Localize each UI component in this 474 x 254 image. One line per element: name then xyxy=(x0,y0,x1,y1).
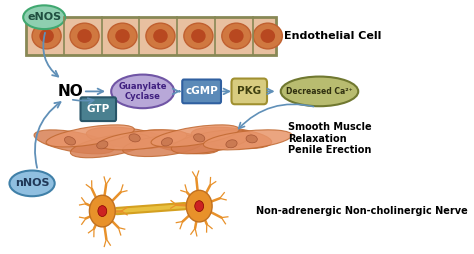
Text: PKG: PKG xyxy=(237,86,261,97)
Ellipse shape xyxy=(229,29,244,43)
Text: GTP: GTP xyxy=(87,104,110,114)
Ellipse shape xyxy=(97,141,108,149)
Ellipse shape xyxy=(70,23,99,49)
Ellipse shape xyxy=(171,130,251,154)
Ellipse shape xyxy=(34,130,114,154)
Ellipse shape xyxy=(99,130,187,150)
Ellipse shape xyxy=(39,29,54,43)
Ellipse shape xyxy=(146,23,175,49)
Text: nNOS: nNOS xyxy=(15,178,49,188)
FancyBboxPatch shape xyxy=(26,17,276,55)
Ellipse shape xyxy=(77,29,92,43)
Ellipse shape xyxy=(184,23,213,49)
Text: eNOS: eNOS xyxy=(27,12,61,22)
Ellipse shape xyxy=(32,23,61,49)
Text: NO: NO xyxy=(57,84,83,99)
Text: Decreased Ca²⁺: Decreased Ca²⁺ xyxy=(286,87,353,96)
Ellipse shape xyxy=(226,140,237,148)
Ellipse shape xyxy=(139,130,219,154)
Text: Guanylate
Cyclase: Guanylate Cyclase xyxy=(118,82,167,101)
Ellipse shape xyxy=(281,76,358,106)
Text: cGMP: cGMP xyxy=(185,86,218,97)
Ellipse shape xyxy=(203,130,292,150)
Ellipse shape xyxy=(195,201,204,212)
Ellipse shape xyxy=(71,134,150,158)
Ellipse shape xyxy=(9,170,55,196)
Ellipse shape xyxy=(86,127,167,149)
Ellipse shape xyxy=(46,125,134,147)
Ellipse shape xyxy=(246,135,257,143)
Text: Non-adrenergic Non-cholinergic Nerve: Non-adrenergic Non-cholinergic Nerve xyxy=(255,206,467,216)
Ellipse shape xyxy=(161,138,173,146)
Ellipse shape xyxy=(90,195,115,227)
FancyBboxPatch shape xyxy=(182,80,221,103)
Ellipse shape xyxy=(193,134,205,142)
FancyBboxPatch shape xyxy=(81,97,116,121)
Ellipse shape xyxy=(253,23,283,49)
Ellipse shape xyxy=(222,23,251,49)
Ellipse shape xyxy=(64,137,75,145)
Ellipse shape xyxy=(129,134,140,142)
Text: Smooth Muscle
Relaxation
Penile Erection: Smooth Muscle Relaxation Penile Erection xyxy=(288,122,372,155)
Ellipse shape xyxy=(23,5,65,29)
Ellipse shape xyxy=(108,23,137,49)
Ellipse shape xyxy=(261,29,275,43)
Ellipse shape xyxy=(123,135,203,156)
Ellipse shape xyxy=(191,29,206,43)
Ellipse shape xyxy=(111,75,174,108)
Ellipse shape xyxy=(98,206,107,216)
Ellipse shape xyxy=(151,125,239,147)
Ellipse shape xyxy=(153,29,168,43)
Ellipse shape xyxy=(186,190,212,222)
FancyBboxPatch shape xyxy=(231,78,267,104)
Ellipse shape xyxy=(191,127,272,149)
Text: Endothelial Cell: Endothelial Cell xyxy=(284,31,382,41)
Ellipse shape xyxy=(115,29,130,43)
